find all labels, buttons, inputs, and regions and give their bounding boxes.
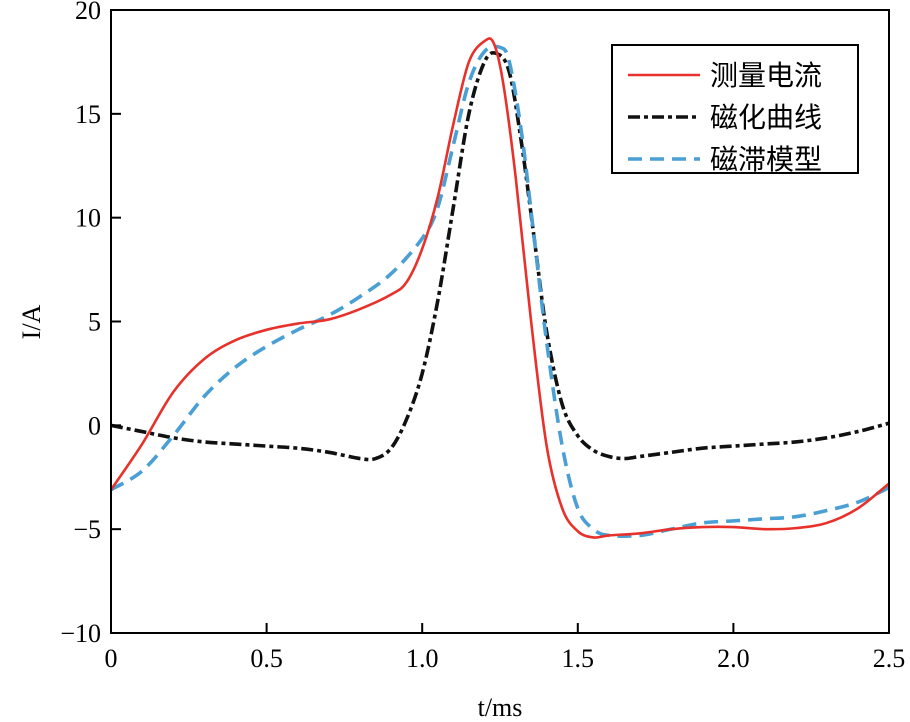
y-tick-label: 15: [75, 100, 101, 129]
y-tick-label: 0: [88, 411, 101, 440]
x-tick-label: 0.5: [250, 644, 283, 673]
y-tick-label: −10: [60, 619, 101, 648]
x-tick-label: 1.5: [562, 644, 595, 673]
series-line-1: [110, 50, 890, 462]
plot-area: [109, 37, 890, 539]
legend-label: 测量电流: [710, 59, 822, 92]
legend-box: [611, 44, 859, 174]
y-tick-label: 5: [88, 308, 101, 337]
x-tick-label: 2.5: [873, 644, 906, 673]
x-tick-label: 0: [105, 644, 118, 673]
legend-label: 磁滞模型: [710, 143, 822, 176]
legend-label: 磁化曲线: [710, 101, 822, 134]
x-tick-label: 2.0: [717, 644, 750, 673]
y-tick-label: 10: [75, 204, 101, 233]
y-tick-label: 20: [75, 0, 101, 25]
plot-frame: [110, 9, 890, 634]
series-line-0: [109, 37, 890, 539]
x-tick-label: 1.0: [406, 644, 439, 673]
y-axis-label: I/A: [17, 304, 46, 339]
series-line-2: [110, 44, 890, 538]
y-tick-label: −5: [73, 515, 101, 544]
axis-ticks: 0 0.5 1.0 1.5 2.0 2.5 −10 −5 0 5 10 15 20: [60, 0, 905, 673]
x-axis-label: t/ms: [478, 693, 523, 722]
